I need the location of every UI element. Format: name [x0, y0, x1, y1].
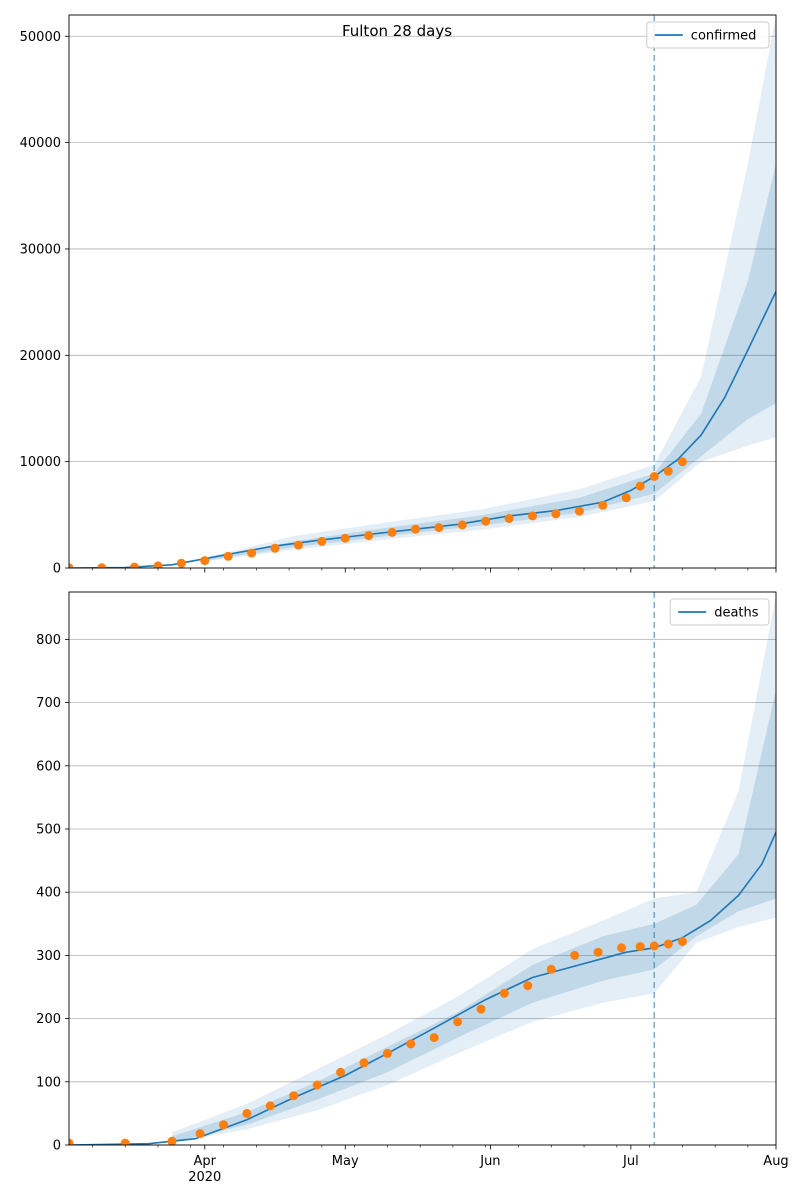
band-outer	[172, 595, 776, 1144]
observed-point	[411, 524, 420, 534]
y-tick-label: 0	[53, 562, 61, 577]
observed-point	[457, 520, 467, 530]
series-line-deaths	[69, 831, 776, 1145]
observed-point	[293, 540, 303, 550]
observed-point	[223, 551, 233, 561]
observed-point	[499, 988, 509, 998]
observed-point	[551, 509, 561, 519]
observed-point	[677, 937, 687, 946]
observed-point	[270, 543, 280, 553]
observed-point	[663, 466, 673, 476]
observed-point	[635, 942, 645, 952]
observed-point	[523, 981, 533, 991]
observed-point	[387, 527, 397, 537]
observed-point	[120, 1138, 130, 1145]
legend-label: confirmed	[691, 29, 757, 44]
y-tick-label: 600	[36, 759, 61, 774]
plot-area	[69, 592, 776, 1145]
observed-point	[340, 533, 350, 543]
observed-point	[200, 556, 210, 566]
band-inner	[172, 690, 776, 1143]
observed-point	[635, 481, 645, 491]
observed-point	[69, 1138, 74, 1145]
y-tick-label: 20000	[20, 349, 61, 364]
observed-point	[176, 558, 186, 568]
observed-point	[130, 562, 139, 568]
axes-frame	[68, 14, 777, 569]
y-tick-label: 50000	[20, 30, 61, 45]
y-tick-label: 400	[36, 886, 61, 901]
y-tick-label: 800	[36, 633, 61, 648]
observed-point	[434, 523, 444, 533]
observed-point	[621, 493, 631, 503]
observed-point	[312, 1080, 322, 1090]
observed-point	[364, 531, 374, 541]
observed-point	[219, 1120, 228, 1130]
x-tick-label: Jun	[479, 1154, 500, 1169]
observed-point	[546, 964, 556, 974]
observed-point	[617, 943, 626, 953]
observed-point	[574, 506, 584, 516]
y-tick-label: 10000	[20, 455, 61, 470]
y-tick-label: 0	[53, 1139, 61, 1154]
observed-point	[265, 1101, 275, 1111]
observed-point	[528, 511, 537, 521]
y-tick-label: 300	[36, 949, 61, 964]
observed-point	[481, 516, 491, 526]
observed-point	[97, 563, 107, 568]
x-tick-label: Jul	[622, 1154, 639, 1169]
axes-frame	[68, 591, 777, 1146]
plot-area	[69, 15, 776, 568]
observed-point	[453, 1017, 463, 1027]
legend-label: deaths	[714, 606, 759, 621]
observed-point	[406, 1039, 416, 1049]
observed-point	[677, 457, 687, 467]
observed-point	[195, 1129, 205, 1139]
y-tick-label: 500	[36, 823, 61, 838]
x-tick-label: Aug	[763, 1154, 788, 1169]
y-tick-label: 100	[36, 1075, 61, 1090]
band-inner	[204, 163, 776, 561]
observed-point	[593, 947, 603, 957]
observed-point	[359, 1058, 369, 1068]
observed-point	[429, 1033, 439, 1043]
x-tick-label: Apr	[194, 1154, 217, 1169]
legend-box	[669, 598, 770, 626]
y-tick-label: 40000	[20, 136, 61, 151]
x-tick-label: May	[332, 1154, 359, 1169]
observed-point	[663, 939, 673, 949]
y-tick-label: 200	[36, 1012, 61, 1027]
panel-1: 0 10000 20000 30000 40000 50000 Fulton 28 days…	[20, 14, 777, 577]
y-tick-label: 700	[36, 696, 61, 711]
y-tick-label: 30000	[20, 242, 61, 257]
band-outer	[204, 15, 776, 562]
observed-point	[649, 472, 659, 481]
legend-box	[646, 21, 770, 49]
observed-point	[476, 1004, 486, 1014]
observed-point	[317, 536, 327, 546]
x-tick-sublabel: 2020	[188, 1170, 221, 1185]
observed-point	[69, 563, 74, 568]
observed-point	[504, 514, 514, 523]
observed-point	[242, 1108, 252, 1118]
observed-point	[570, 950, 580, 960]
observed-point	[167, 1136, 177, 1145]
observed-point	[289, 1091, 299, 1101]
observed-point	[247, 548, 257, 558]
observed-point	[382, 1048, 392, 1058]
chart-title: Fulton 28 days	[342, 22, 452, 40]
observed-point	[649, 941, 659, 951]
observed-point	[336, 1067, 346, 1077]
observed-point	[598, 500, 608, 510]
observed-point	[153, 561, 163, 568]
